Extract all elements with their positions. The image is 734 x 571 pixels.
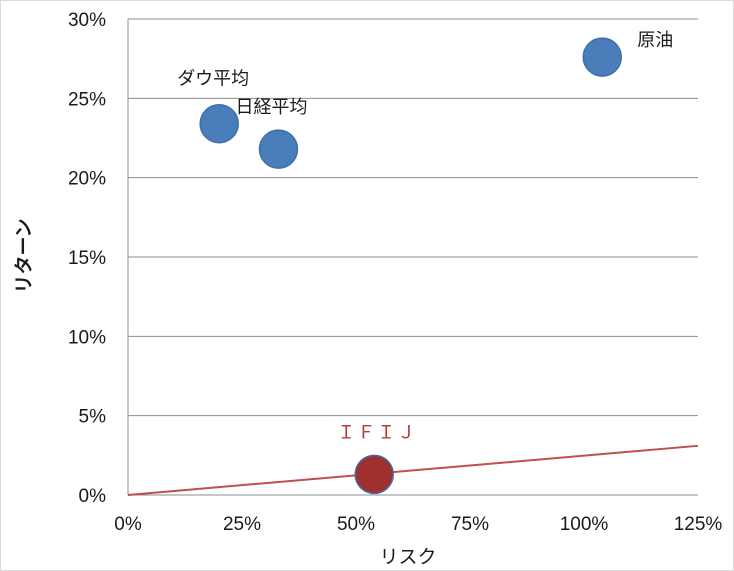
data-point bbox=[354, 454, 394, 495]
point-label: ダウ平均 bbox=[177, 69, 249, 90]
y-axis-ticks: 0% 5% 10% 15% 20% 25% 30% bbox=[68, 10, 106, 507]
y-tick-label: 15% bbox=[68, 248, 106, 269]
y-tick-label: 5% bbox=[79, 407, 107, 428]
data-point bbox=[582, 37, 622, 77]
y-tick-label: 0% bbox=[79, 486, 107, 507]
x-axis-title: リスク bbox=[379, 546, 436, 568]
y-tick-label: 30% bbox=[68, 10, 106, 31]
x-tick-label: 25% bbox=[223, 514, 261, 535]
x-tick-label: 75% bbox=[451, 514, 489, 535]
x-axis-ticks: 0% 25% 50% 75% 100% 125% bbox=[114, 514, 722, 535]
data-point bbox=[258, 129, 299, 169]
grid-lines bbox=[127, 18, 698, 496]
y-tick-label: 20% bbox=[68, 169, 106, 190]
x-tick-label: 50% bbox=[337, 514, 375, 535]
x-tick-label: 100% bbox=[560, 514, 609, 535]
y-tick-label: 10% bbox=[68, 327, 106, 348]
y-axis-title: リターン bbox=[13, 218, 35, 293]
x-tick-label: 0% bbox=[114, 514, 142, 535]
x-tick-label: 125% bbox=[674, 514, 723, 535]
point-label: 原油 bbox=[637, 30, 673, 51]
point-label: ＩＦＩＪ bbox=[337, 422, 417, 443]
data-points bbox=[199, 37, 622, 495]
point-label: 日経平均 bbox=[235, 97, 307, 118]
y-tick-label: 25% bbox=[68, 89, 106, 110]
trend-line-group bbox=[127, 444, 699, 496]
trend-line bbox=[127, 444, 699, 496]
data-point bbox=[199, 103, 239, 144]
